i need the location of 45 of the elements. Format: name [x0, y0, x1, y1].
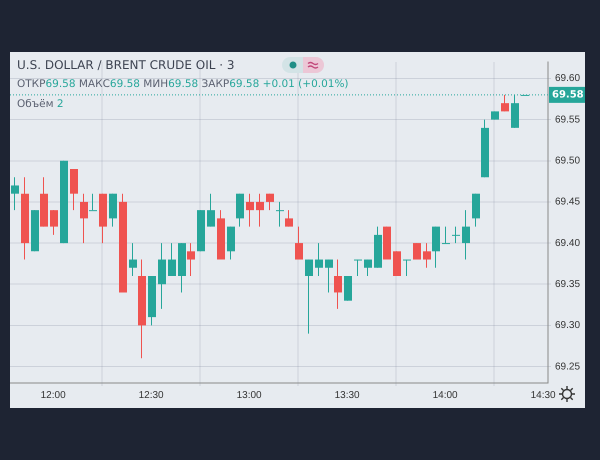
- candlestick: [334, 259, 342, 310]
- candlestick: [285, 210, 293, 228]
- candlestick: [89, 193, 97, 212]
- candlestick: [305, 259, 313, 334]
- x-tick-label: 12:30: [138, 390, 164, 401]
- x-tick-label: 13:00: [236, 390, 262, 401]
- candlestick: [207, 193, 215, 228]
- candlestick: [80, 193, 88, 244]
- candlestick: [11, 176, 19, 211]
- candlestick: [50, 210, 58, 236]
- candlestick: [129, 242, 137, 276]
- candlestick: [501, 94, 509, 112]
- candlestick: [295, 226, 303, 260]
- candlestick: [325, 259, 333, 293]
- candlestick: [442, 226, 450, 244]
- candlestick: [246, 193, 254, 228]
- annotation: Объём 2: [17, 98, 64, 110]
- y-tick-label: 69.50: [555, 156, 580, 167]
- candlestick: [315, 242, 323, 276]
- x-tick-label: 13:30: [334, 390, 360, 401]
- candlestick: [266, 193, 274, 211]
- text: ОТКР69.58 МАКС69.58 МИН69.58 ЗАКР69.58 +0.01 (+0.01%): [17, 78, 349, 90]
- candlestick: [452, 226, 460, 244]
- y-tick-label: 69.35: [555, 278, 580, 290]
- candlestick: [462, 210, 470, 260]
- candlestick: [256, 193, 264, 228]
- y-tick-label: 69.45: [555, 196, 580, 208]
- y-tick-label: 69.55: [555, 114, 580, 126]
- candlestick: [354, 259, 362, 276]
- candlestick: [187, 242, 195, 276]
- candlestick: [276, 201, 284, 228]
- y-tick-label: 69.60: [555, 73, 580, 84]
- candlestick: [423, 242, 431, 268]
- candlestick: [168, 242, 176, 276]
- y-tick-label: 69.30: [555, 320, 580, 332]
- x-tick-label: 12:00: [40, 390, 66, 401]
- x-tick-label: 14:00: [432, 390, 458, 401]
- y-tick-label: 69.40: [555, 238, 580, 249]
- candlestick: [413, 242, 421, 260]
- candlestick: [403, 259, 411, 276]
- chart-title: U.S. DOLLAR / BRENT CRUDE OIL · 3: [17, 58, 235, 72]
- ref-line-label: 69.58: [552, 90, 584, 101]
- candlestick: [364, 259, 372, 276]
- x-tick-label: 14:30: [530, 390, 556, 401]
- y-tick-label: 69.25: [555, 361, 580, 372]
